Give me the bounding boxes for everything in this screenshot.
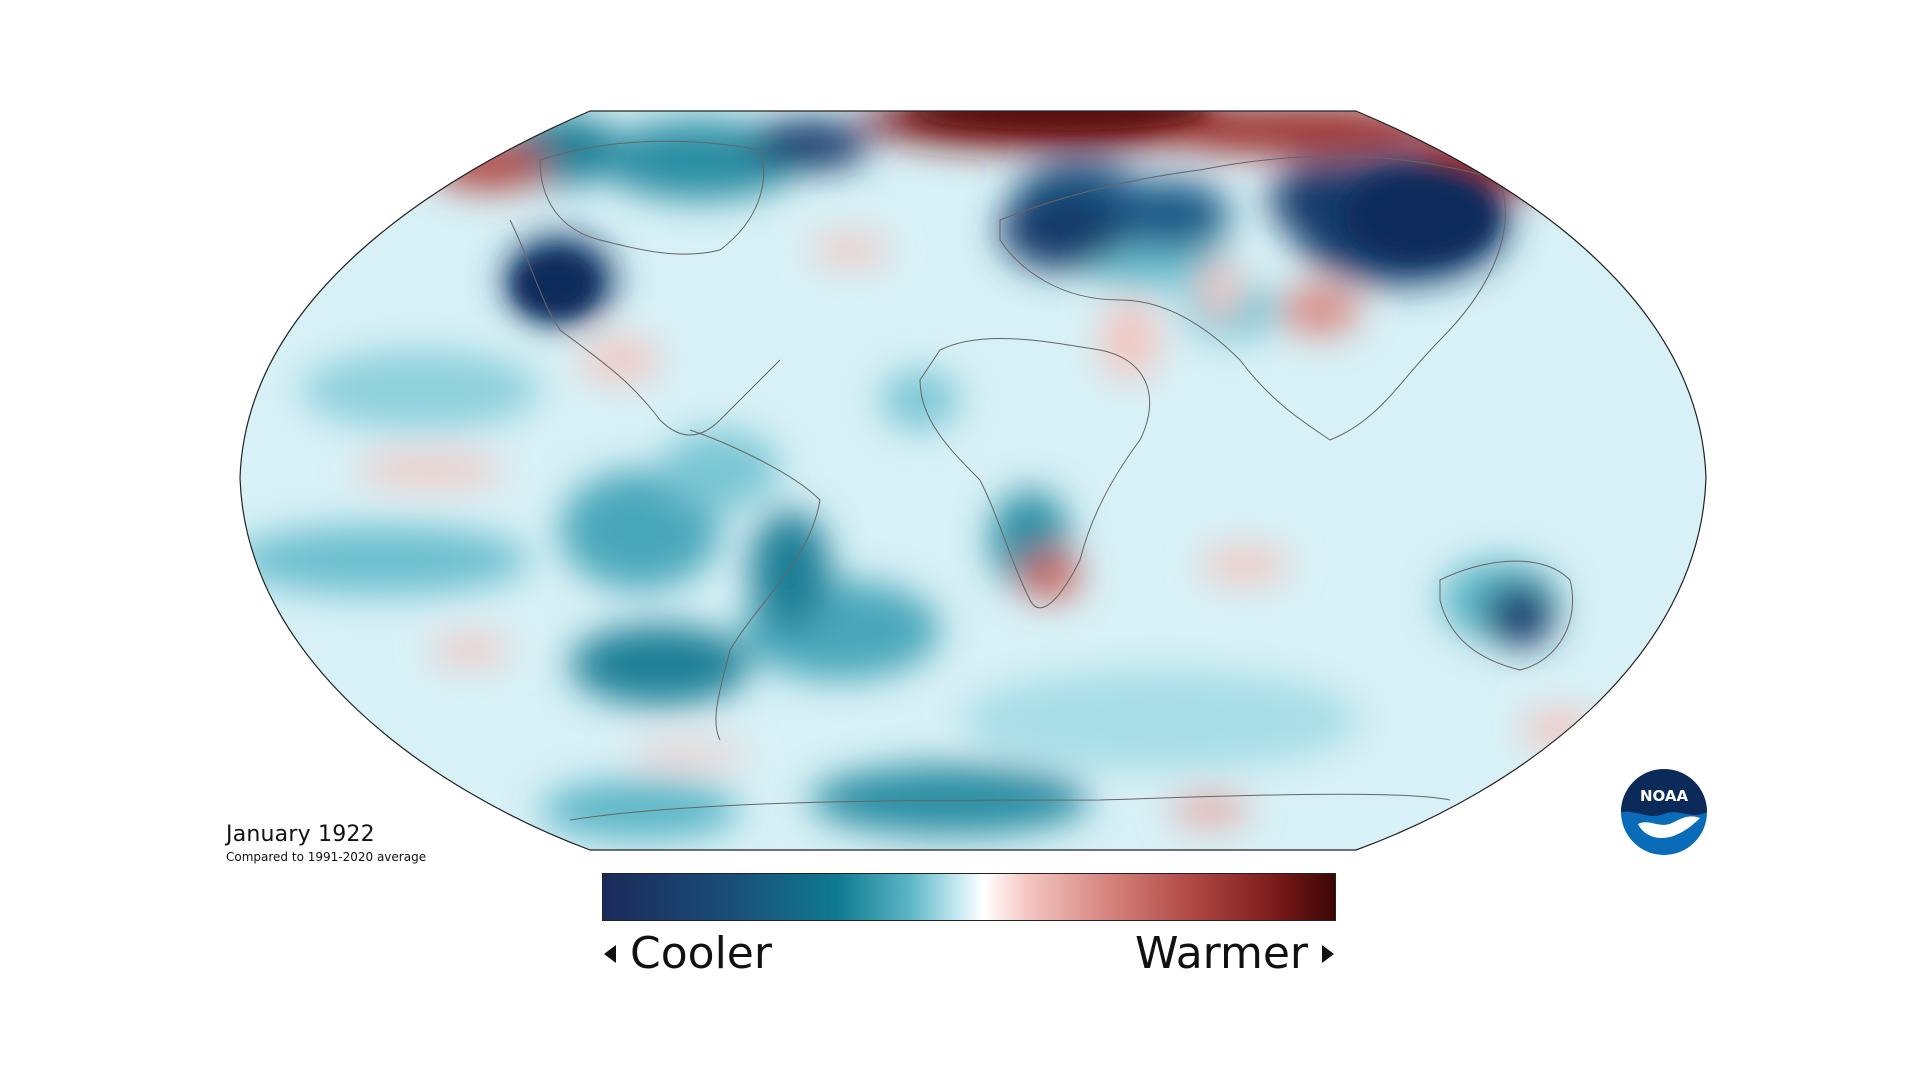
map-caption: January 1922 Compared to 1991-2020 avera… — [226, 822, 426, 865]
noaa-logo-icon: NOAA — [1621, 769, 1707, 855]
right-arrow-icon — [1322, 945, 1334, 963]
legend-cooler-label: Cooler — [630, 928, 772, 979]
noaa-logo-text: NOAA — [1640, 787, 1689, 805]
map-subtitle: Compared to 1991-2020 average — [226, 850, 427, 864]
anomaly-field — [240, 111, 1706, 850]
map-border — [239, 110, 1707, 851]
coastlines — [509, 140, 1574, 821]
left-arrow-icon — [604, 945, 616, 963]
color-scale-bar — [602, 873, 1336, 921]
ocean-base — [240, 111, 1706, 850]
map-title: January 1922 — [226, 822, 375, 847]
legend-cooler: Cooler — [604, 928, 772, 980]
legend-warmer-label: Warmer — [1135, 928, 1308, 979]
legend-warmer: Warmer — [1135, 928, 1334, 980]
